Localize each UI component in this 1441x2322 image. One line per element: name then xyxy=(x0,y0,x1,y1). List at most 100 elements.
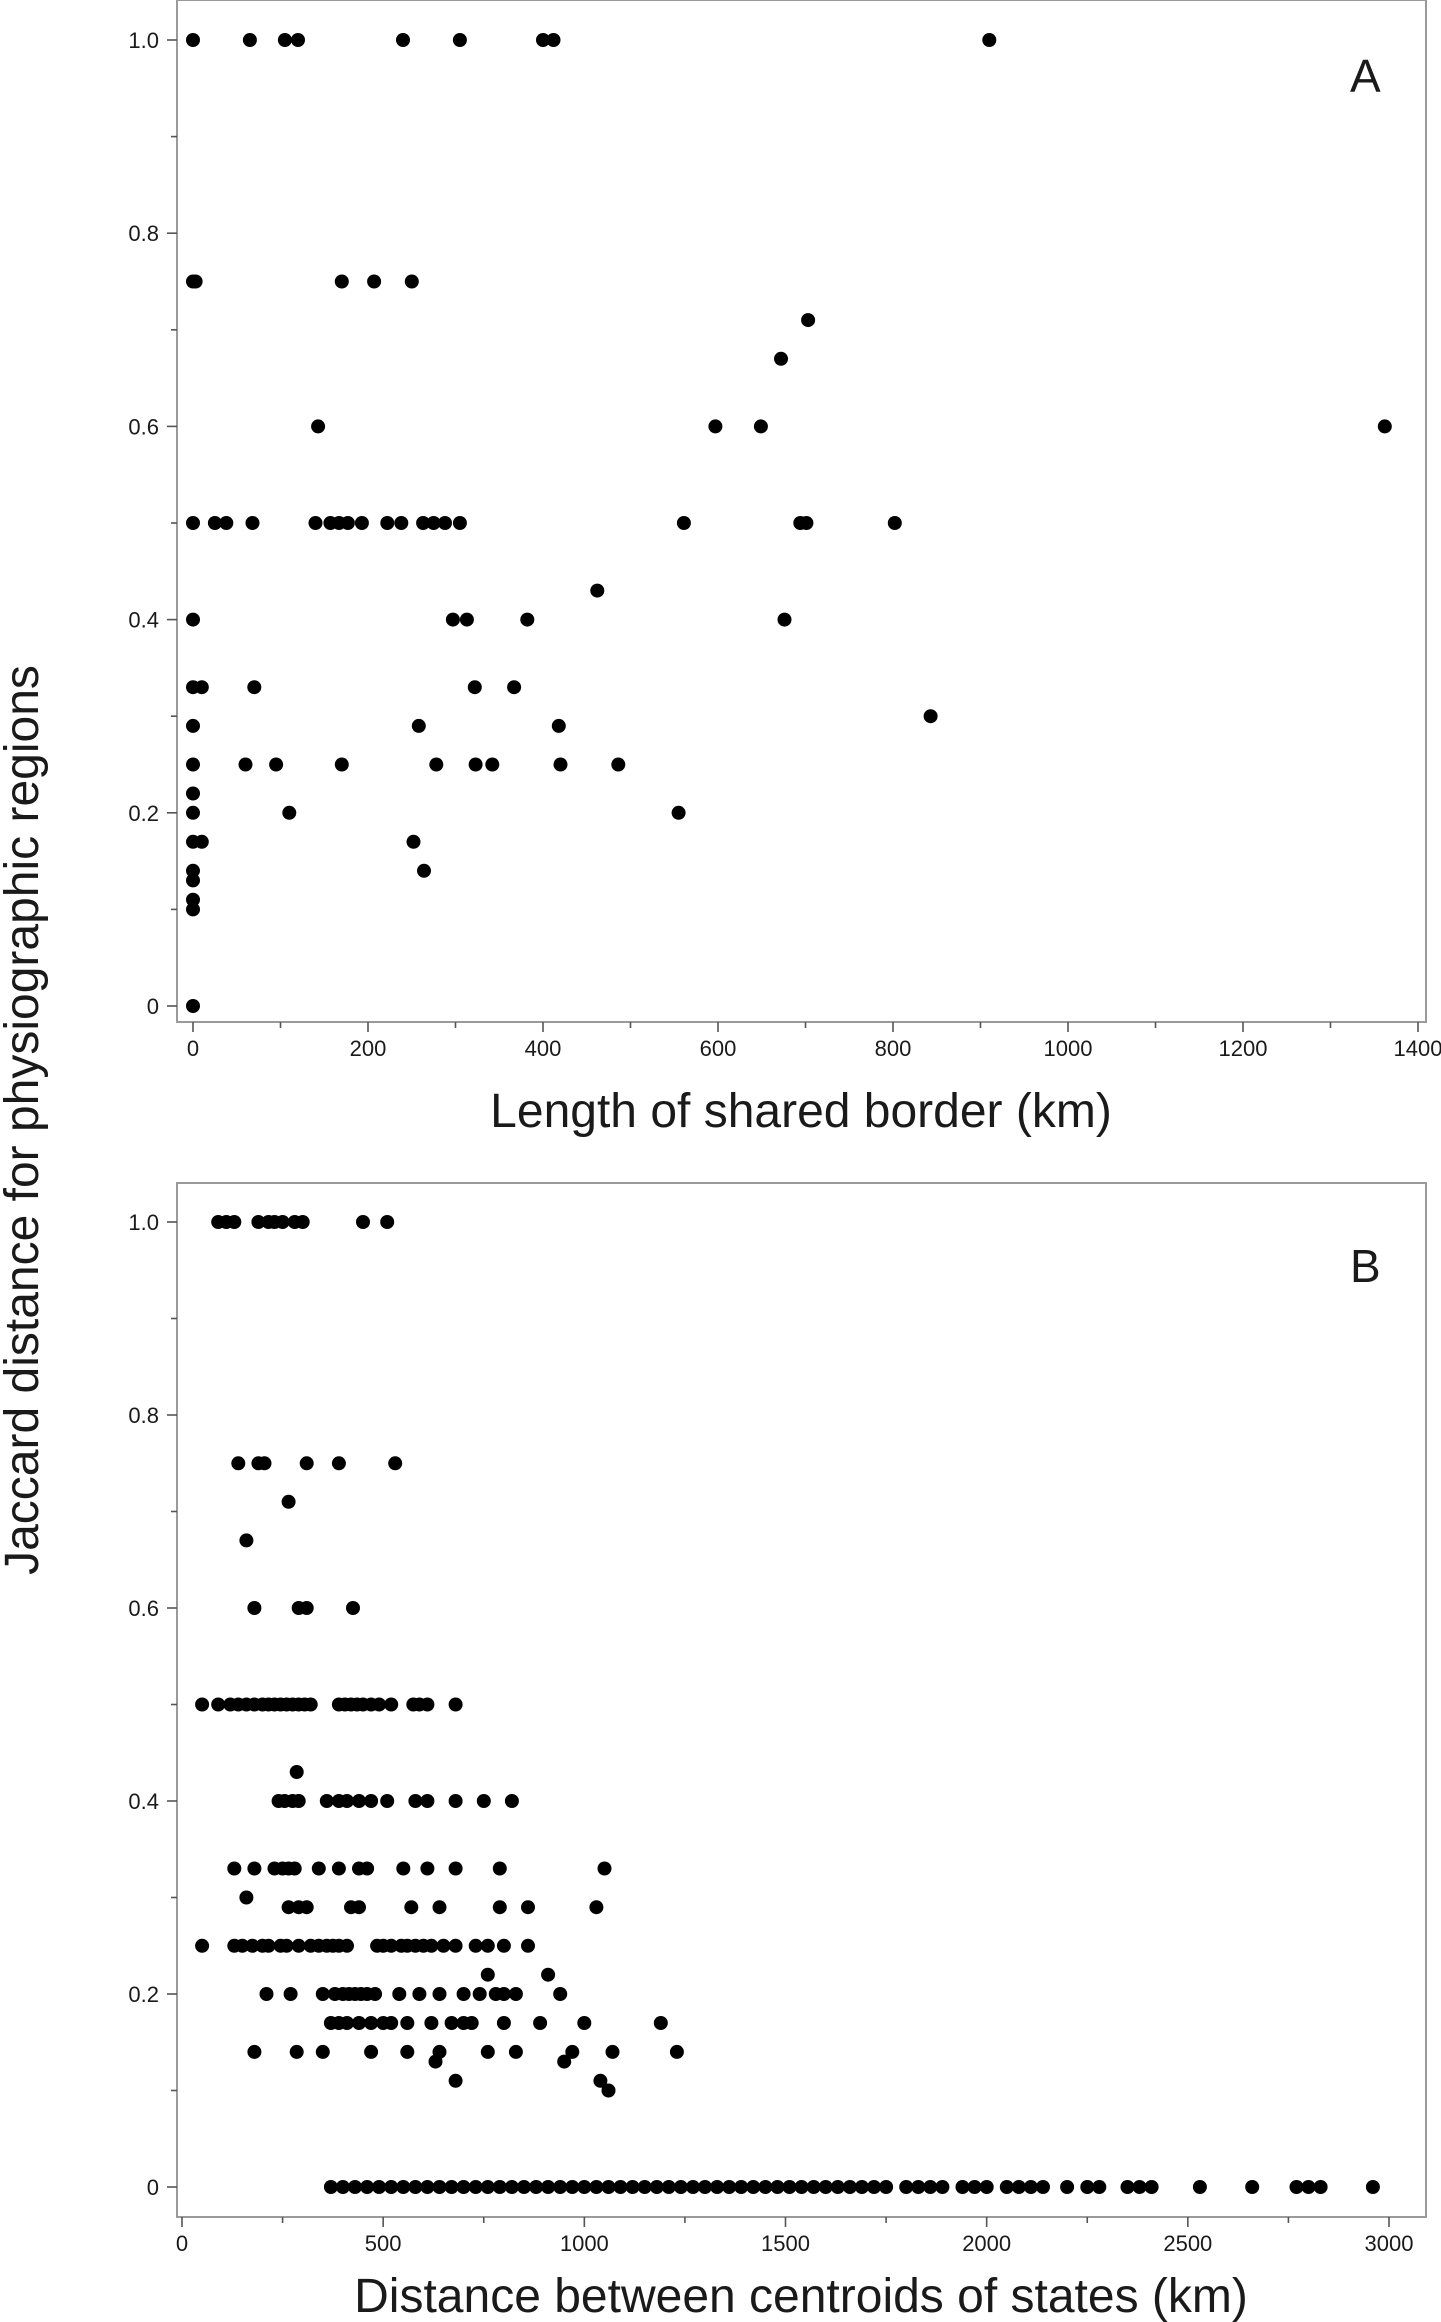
panel-b-data-point xyxy=(195,1938,210,1953)
panel-b-data-point xyxy=(420,1794,435,1808)
panel-b-data-point xyxy=(323,2180,338,2194)
panel-b-data-point xyxy=(818,2180,833,2194)
panel-b-data-point xyxy=(1313,2180,1328,2194)
panel-b-data-point xyxy=(372,1697,387,1712)
panel-b-data-point xyxy=(231,1456,246,1471)
panel-a-data-point xyxy=(887,516,902,530)
panel-b-data-point xyxy=(388,1456,403,1471)
panel-b-data-point xyxy=(291,1794,306,1808)
panel-a-y-tick-label: 0 xyxy=(147,994,159,1019)
panel-b-data-point xyxy=(428,2054,443,2069)
panel-b-data-point xyxy=(448,2073,463,2088)
panel-b-x-tick-label: 1500 xyxy=(761,2231,810,2256)
panel-a-data-point xyxy=(186,33,200,47)
panel-b-data-point xyxy=(408,1794,423,1808)
panel-b-x-tick-label: 0 xyxy=(176,2231,188,2256)
panel-b-data-point xyxy=(227,1861,242,1876)
panel-b-data-point xyxy=(287,1861,302,1876)
panel-a-data-point xyxy=(429,757,444,772)
panel-b-data-point xyxy=(935,2180,950,2194)
y-axis-label: Jaccard distance for physiographic regio… xyxy=(0,665,49,1575)
panel-a-data-point xyxy=(394,516,409,530)
panel-b-data-point xyxy=(424,2016,439,2030)
panel-a-data-point xyxy=(269,757,284,772)
panel-a-x-tick-label: 800 xyxy=(875,1036,912,1061)
panel-b-data-point xyxy=(710,2180,725,2194)
panel-b-data-point xyxy=(1301,2180,1316,2194)
panel-b-data-point xyxy=(1023,2180,1038,2194)
panel-b-data-point xyxy=(384,1938,399,1953)
panel-a-data-point xyxy=(459,612,474,627)
panel-b-data-point xyxy=(247,1861,262,1876)
panel-b-data-point xyxy=(356,1215,370,1229)
panel-a-y-tick-label: 0.6 xyxy=(128,414,159,439)
panel-a-data-point xyxy=(354,516,369,530)
panel-b-data-point xyxy=(521,1938,535,1953)
panel-a-data-point xyxy=(334,757,349,772)
panel-b-data-point xyxy=(1092,2180,1107,2194)
panel-a-data-point xyxy=(186,873,200,888)
panel-a-data-point xyxy=(923,709,938,724)
panel-b-data-point xyxy=(605,2044,620,2059)
panel-a-data-point xyxy=(340,516,355,530)
panel-b-data-point xyxy=(436,1938,451,1953)
panel-b-data-point xyxy=(432,2180,447,2194)
panel-a-data-point xyxy=(188,274,203,289)
panel-b-data-point xyxy=(352,1900,366,1915)
panel-b-x-axis-label: Distance between centroids of states (km… xyxy=(354,2270,1248,2322)
panel-b-data-point xyxy=(1144,2180,1159,2194)
panel-a-data-point xyxy=(247,680,262,695)
panel-b-data-point xyxy=(289,2044,304,2059)
panel-b-data-point xyxy=(541,2180,556,2194)
panel-a-data-point xyxy=(753,419,768,434)
panel-b-data-point xyxy=(412,1987,427,2001)
panel-a-data-point xyxy=(245,516,260,530)
panel-b-data-point xyxy=(565,2044,580,2059)
panel-b-data-point xyxy=(257,1456,272,1471)
panel-b-data-point xyxy=(794,2180,809,2194)
panel-b-data-point xyxy=(360,2180,375,2194)
panel-b-data-point xyxy=(686,2180,700,2194)
panel-b-data-point xyxy=(496,1938,511,1953)
panel-a-x-tick-label: 1200 xyxy=(1219,1036,1268,1061)
panel-b-data-point xyxy=(299,1456,314,1471)
panel-b-data-point xyxy=(589,2180,604,2194)
panel-b-data-point xyxy=(1245,2180,1260,2194)
panel-b-data-point xyxy=(448,1697,463,1712)
panel-b-data-point xyxy=(593,2073,608,2088)
panel-b-data-point xyxy=(291,1938,306,1953)
panel-a-plot-area xyxy=(176,0,1427,1023)
panel-b-data-point xyxy=(380,1215,395,1229)
panel-a-plot: 0 200 400 600 800 1000 1200 1400 0 0.2 0.4 0.6 0.8 1.… xyxy=(128,0,1441,1138)
panel-b-data-point xyxy=(456,2180,471,2194)
panel-b-data-point xyxy=(476,1794,491,1808)
panel-b-data-point xyxy=(420,1861,435,1876)
panel-a-data-point xyxy=(801,313,816,328)
panel-a-data-point xyxy=(404,274,419,289)
panel-b-data-point xyxy=(299,1601,314,1615)
panel-b-data-point xyxy=(722,2180,737,2194)
panel-b-data-point xyxy=(245,1938,260,1953)
panel-b-data-point xyxy=(649,2180,664,2194)
panel-b-data-point xyxy=(911,2180,926,2194)
panel-b-ticks: 0 500 1000 1500 2000 2500 3000 0 0.2 0.4 0.6 0.8 1.0 xyxy=(128,1210,1413,2256)
panel-b-data-point xyxy=(384,2180,399,2194)
panel-b-data-point xyxy=(504,2180,519,2194)
panel-a-data-point xyxy=(242,33,257,47)
panel-b-data-point xyxy=(517,2180,531,2194)
panel-b-data-point xyxy=(734,2180,749,2194)
panel-b-data-point xyxy=(432,1987,447,2001)
panel-b-data-point xyxy=(360,1861,375,1876)
panel-a-data-point xyxy=(277,33,292,47)
panel-b-data-point xyxy=(283,1987,298,2001)
panel-b-y-tick-label: 0.4 xyxy=(128,1789,159,1814)
panel-b-data-point xyxy=(529,2180,544,2194)
panel-b-data-point xyxy=(899,2180,914,2194)
panel-a-data-point xyxy=(282,805,297,820)
panel-b-data-point xyxy=(279,1938,294,1953)
panel-a-data-point xyxy=(411,718,426,733)
panel-b-y-tick-label: 1.0 xyxy=(128,1210,159,1235)
panel-a-x-tick-label: 200 xyxy=(350,1036,387,1061)
panel-b-data-point xyxy=(352,2016,366,2030)
panel-a-data-point xyxy=(186,612,200,627)
